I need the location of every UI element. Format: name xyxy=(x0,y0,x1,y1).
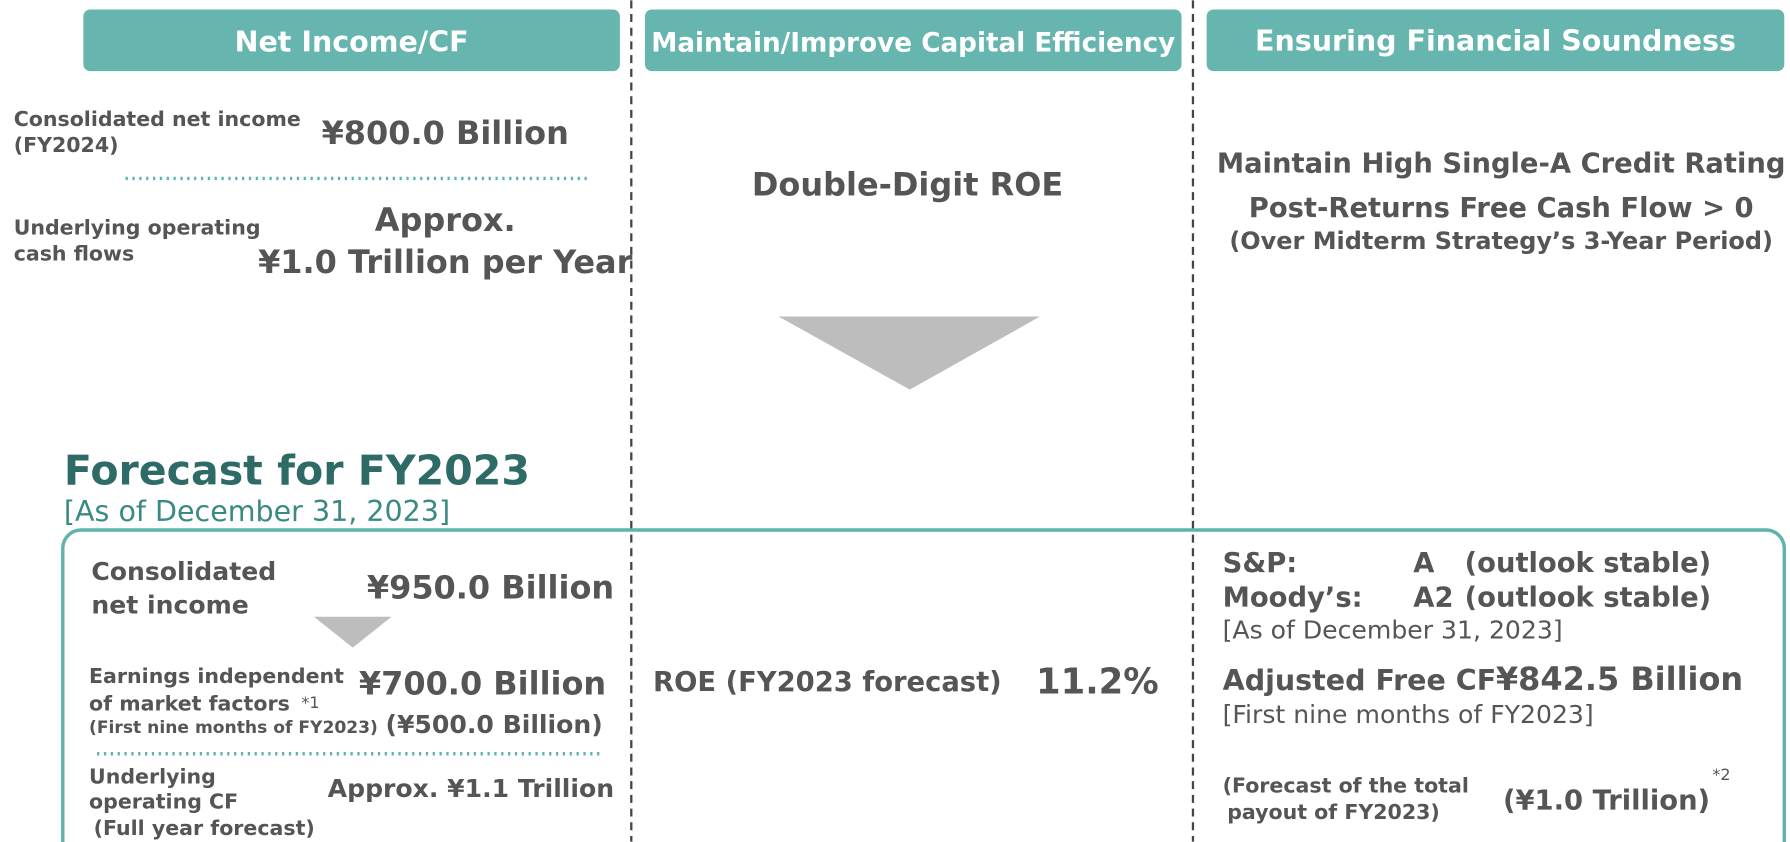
label: (FY2024) xyxy=(14,133,119,157)
rating: A2 xyxy=(1413,583,1453,614)
footnote-mark: *1 xyxy=(301,693,319,712)
label: Earnings independent xyxy=(89,664,344,688)
column-header: Ensuring Financial Soundness xyxy=(1255,25,1736,58)
roe-target: Double-Digit ROE xyxy=(752,166,1063,204)
label: (Full year forecast) xyxy=(94,816,315,840)
value: ¥842.5 Billion xyxy=(1496,660,1743,698)
value: Approx. xyxy=(375,201,516,239)
value: (¥500.0 Billion) xyxy=(385,710,602,739)
forecast-box xyxy=(61,528,1786,842)
label: net income xyxy=(91,590,248,619)
value: ¥700.0 Billion xyxy=(359,664,606,702)
value: Approx. ¥1.1 Trillion xyxy=(328,774,614,803)
value: 11.2% xyxy=(1036,661,1159,702)
value: ¥800.0 Billion xyxy=(322,114,569,152)
outlook: (outlook stable) xyxy=(1465,583,1712,614)
label: ROE (FY2023 forecast) xyxy=(653,667,1002,698)
header-box xyxy=(644,9,1182,72)
footnote-mark: *2 xyxy=(1712,765,1730,784)
header-box xyxy=(1206,9,1785,72)
arrow-down xyxy=(313,616,392,648)
label: Consolidated xyxy=(91,557,276,586)
column-header: Maintain/Improve Capital Efficiency xyxy=(651,29,1175,59)
label: Underlying operating xyxy=(14,215,261,239)
label: cash flows xyxy=(14,242,135,266)
label: (Forecast of the total xyxy=(1223,774,1469,798)
period: [First nine months of FY2023] xyxy=(1223,700,1594,729)
label: Consolidated net income xyxy=(14,107,301,131)
soundness-target: (Over Midterm Strategy’s 3-Year Period) xyxy=(1229,227,1773,255)
soundness-target: Post-Returns Free Cash Flow > 0 xyxy=(1249,193,1754,224)
forecast-title: Forecast for FY2023 xyxy=(64,446,530,494)
value: ¥950.0 Billion xyxy=(367,569,614,607)
label: Underlying xyxy=(89,764,216,788)
label: (First nine months of FY2023) xyxy=(89,718,378,738)
arrow-down xyxy=(778,316,1040,390)
date: [As of December 31, 2023] xyxy=(1223,615,1563,644)
agency: Moody’s: xyxy=(1223,583,1363,614)
header-box xyxy=(83,9,620,72)
rating: A xyxy=(1413,548,1435,579)
label: payout of FY2023) xyxy=(1227,800,1440,824)
soundness-target: Maintain High Single-A Credit Rating xyxy=(1217,149,1786,180)
agency: S&P: xyxy=(1223,548,1298,579)
outlook: (outlook stable) xyxy=(1465,548,1712,579)
forecast-date: [As of December 31, 2023] xyxy=(64,495,450,528)
label: operating CF xyxy=(89,790,238,814)
label: of market factors xyxy=(89,691,290,715)
column-header: Net Income/CF xyxy=(235,26,469,59)
value: (¥1.0 Trillion) xyxy=(1503,786,1710,817)
label: Adjusted Free CF xyxy=(1223,664,1497,697)
value: ¥1.0 Trillion per Year xyxy=(258,243,633,281)
